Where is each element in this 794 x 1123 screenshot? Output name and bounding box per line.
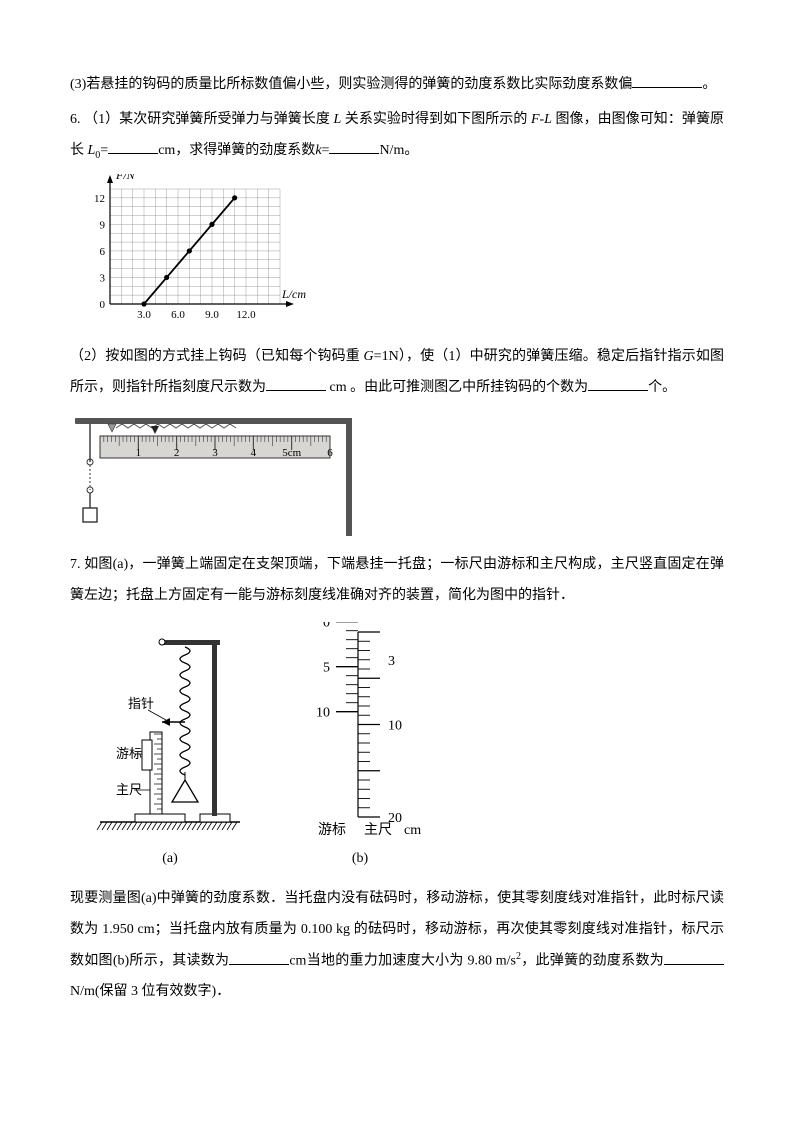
svg-text:6: 6: [327, 447, 333, 459]
fig7b-svg: 310200510游标主尺cm: [290, 622, 430, 842]
blank-k[interactable]: [329, 139, 379, 154]
q6-1g: N/m。: [379, 143, 418, 158]
svg-text:0: 0: [100, 299, 106, 311]
q5-3-text: (3)若悬挂的钩码的质量比所标数值偏小些，则实验测得的弹簧的劲度系数比实际劲度系…: [70, 77, 632, 92]
q6-2d: 个。: [648, 380, 676, 395]
q7a: 7. 如图(a)，一弹簧上端固定在支架顶端，下端悬挂一托盘；一标尺由游标和主尺构…: [70, 557, 724, 603]
figure7a-wrap: 指针游标主尺 (a): [90, 622, 250, 875]
chart-svg: 0 3 6 9 12 3.0 6.0 9.0 12.0 F/N L/cm: [70, 174, 310, 334]
q7-body: 现要测量图(a)中弹簧的劲度系数．当托盘内没有砝码时，移动游标，使其零刻度线对准…: [70, 884, 724, 1008]
svg-text:6.0: 6.0: [171, 309, 185, 321]
svg-text:1: 1: [136, 447, 142, 459]
svg-text:cm: cm: [404, 823, 421, 838]
fig7a-caption: (a): [90, 844, 250, 875]
svg-text:L/cm: L/cm: [281, 287, 306, 301]
fig7a-svg: 指针游标主尺: [90, 622, 250, 842]
svg-text:3: 3: [212, 447, 218, 459]
q6-part2: （2）按如图的方式挂上钩码（已知每个钩码重 G=1N），使（1）中研究的弹簧压缩…: [70, 342, 724, 404]
q5-part3: (3)若悬挂的钩码的质量比所标数值偏小些，则实验测得的弹簧的劲度系数比实际劲度系…: [70, 70, 724, 101]
blank-q5-3[interactable]: [632, 73, 702, 88]
svg-text:10: 10: [316, 705, 330, 720]
blank-k7[interactable]: [664, 950, 724, 965]
svg-text:游标: 游标: [318, 822, 346, 838]
svg-text:游标: 游标: [116, 746, 142, 761]
svg-text:3.0: 3.0: [137, 309, 151, 321]
q7-intro: 7. 如图(a)，一弹簧上端固定在支架顶端，下端悬挂一托盘；一标尺由游标和主尺构…: [70, 550, 724, 612]
svg-text:5cm: 5cm: [282, 447, 301, 459]
q6-2a: （2）按如图的方式挂上钩码（已知每个钩码重: [70, 349, 364, 364]
figure7b-wrap: 310200510游标主尺cm (b): [290, 622, 430, 875]
fig7b-caption: (b): [290, 844, 430, 875]
svg-text:F/N: F/N: [115, 174, 136, 182]
q6-part1: 6. （1）某次研究弹簧所受弹力与弹簧长度 L 关系实验时得到如下图所示的 F-…: [70, 105, 724, 167]
blank-reading[interactable]: [266, 376, 326, 391]
svg-text:4: 4: [251, 447, 257, 459]
var-G: G: [364, 349, 374, 364]
svg-text:9.0: 9.0: [205, 309, 219, 321]
svg-text:12: 12: [94, 193, 105, 205]
svg-text:12.0: 12.0: [236, 309, 256, 321]
figure7-row: 指针游标主尺 (a) 310200510游标主尺cm (b): [90, 622, 724, 875]
blank-L0[interactable]: [108, 139, 158, 154]
svg-text:主尺: 主尺: [116, 782, 142, 797]
q6-1d: =: [100, 143, 108, 158]
figure-ruler-apparatus: 1 2 3 4 5cm 6: [70, 412, 724, 542]
q7b2: cm当地的重力加速度大小为 9.80 m/s: [289, 954, 516, 969]
q7b3: ，此弹簧的劲度系数为: [521, 954, 664, 969]
q6-1e: cm，求得弹簧的劲度系数: [158, 143, 315, 158]
svg-text:指针: 指针: [128, 696, 154, 711]
blank-count[interactable]: [588, 376, 648, 391]
q6-2c: cm 。由此可推测图乙中所挂钩码的个数为: [326, 380, 588, 395]
svg-text:3: 3: [388, 653, 395, 668]
svg-text:主尺: 主尺: [364, 822, 392, 838]
q6-1f: =: [322, 143, 330, 158]
svg-text:3: 3: [100, 273, 106, 285]
figure-chart-FL: 0 3 6 9 12 3.0 6.0 9.0 12.0 F/N L/cm: [70, 174, 724, 334]
q7b4: N/m(保留 3 位有效数字)．: [70, 984, 230, 999]
ruler-svg: 1 2 3 4 5cm 6: [70, 412, 360, 542]
svg-text:6: 6: [100, 246, 106, 258]
svg-text:2: 2: [174, 447, 180, 459]
blank-reading-b[interactable]: [229, 950, 289, 965]
q5-3-end: 。: [702, 77, 716, 92]
q6-1b: 关系实验时得到如下图所示的: [341, 112, 531, 127]
svg-text:5: 5: [323, 660, 330, 675]
svg-text:10: 10: [388, 718, 402, 733]
svg-text:0: 0: [323, 622, 330, 631]
svg-text:9: 9: [100, 220, 106, 232]
q6-1a: 6. （1）某次研究弹簧所受弹力与弹簧长度: [70, 112, 333, 127]
var-FL: F-L: [531, 112, 552, 127]
